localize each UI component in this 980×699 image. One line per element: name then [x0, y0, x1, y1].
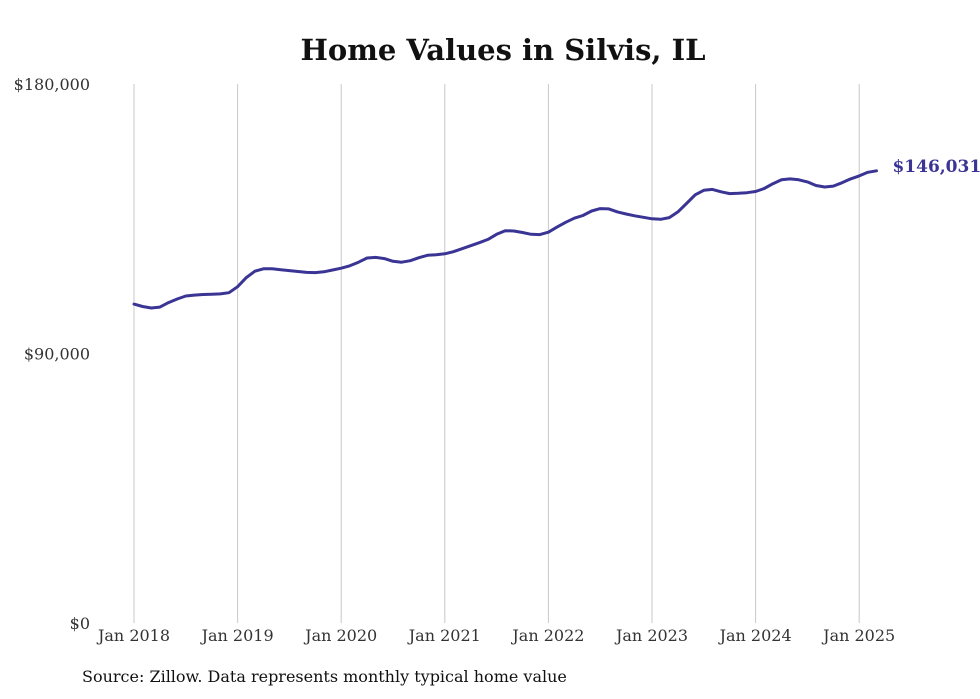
x-tick-label: Jan 2021: [407, 626, 481, 645]
x-axis-ticks: Jan 2018 Jan 2019 Jan 2020 Jan 2021 Jan 2022…: [96, 626, 895, 645]
source-note: Source: Zillow. Data represents monthly …: [82, 667, 567, 686]
y-axis-ticks: $0 $90,000 $180,000: [14, 75, 90, 633]
y-tick-label: $180,000: [14, 75, 90, 94]
x-tick-label: Jan 2025: [821, 626, 895, 645]
series-line: [132, 169, 878, 310]
x-tick-label: Jan 2018: [96, 626, 170, 645]
series-layer: $146,031: [132, 157, 980, 310]
x-tick-label: Jan 2024: [718, 626, 792, 645]
x-tick-label: Jan 2023: [614, 626, 688, 645]
line-chart: Home Values in Silvis, IL $0 $90,000 $180,…: [14, 33, 980, 645]
chart-title: Home Values in Silvis, IL: [300, 33, 705, 67]
x-tick-label: Jan 2020: [303, 626, 377, 645]
gridlines: [133, 84, 860, 623]
y-tick-label: $90,000: [24, 345, 90, 364]
x-tick-label: Jan 2022: [510, 626, 584, 645]
x-tick-label: Jan 2019: [200, 626, 274, 645]
end-value-label: $146,031: [892, 157, 980, 177]
y-tick-label: $0: [70, 614, 90, 633]
